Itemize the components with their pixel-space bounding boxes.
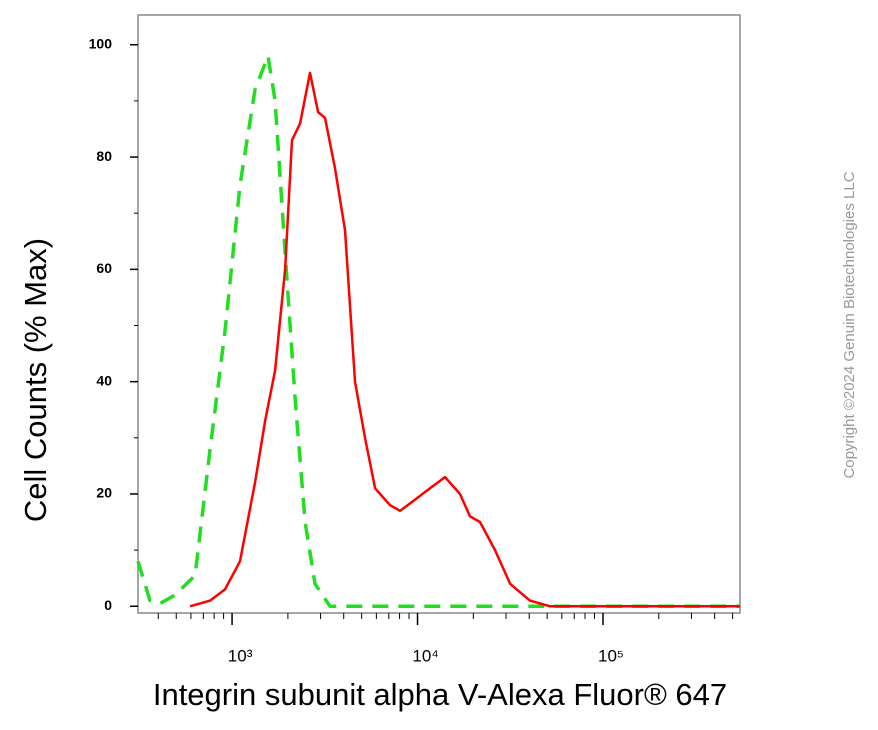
y-tick-label: 100 — [89, 35, 113, 51]
histogram-line — [136, 54, 740, 609]
y-tick-label: 80 — [96, 148, 112, 164]
copyright: Copyright ©2024 Genuin Biotechnologies L… — [841, 171, 858, 478]
x-axis-title: Integrin subunit alpha V-Alexa Fluor® 64… — [153, 677, 727, 712]
y-tick-label: 20 — [96, 485, 112, 501]
x-tick-label: 10⁵ — [598, 646, 624, 665]
y-tick-label: 0 — [104, 597, 112, 613]
y-axis-title: Cell Counts (% Max) — [18, 238, 53, 522]
y-tick-label: 60 — [96, 260, 112, 276]
histogram-line — [189, 71, 740, 608]
x-tick-label: 10³ — [228, 646, 253, 665]
y-tick-label: 40 — [96, 372, 112, 388]
plot-frame — [137, 14, 741, 614]
x-tick-label: 10⁴ — [412, 646, 438, 665]
